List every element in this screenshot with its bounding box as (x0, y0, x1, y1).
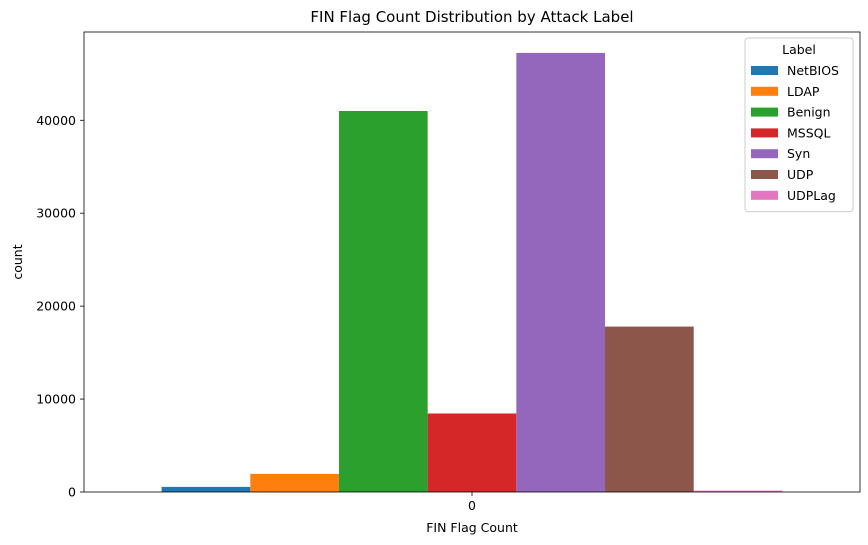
legend-title: Label (782, 42, 816, 57)
y-tick-label: 40000 (36, 113, 76, 128)
legend-swatch-benign (751, 107, 778, 117)
legend-label-udplag: UDPLag (787, 188, 836, 203)
y-axis: 0 10000 20000 30000 40000 (36, 113, 84, 500)
bar-benign (338, 110, 428, 492)
bar-ldap (250, 473, 339, 492)
legend-swatch-udp (751, 170, 778, 179)
bar-udp (605, 326, 694, 492)
legend-label-benign: Benign (787, 105, 831, 120)
bar-mssql (427, 413, 517, 492)
legend-label-netbios: NetBIOS (787, 63, 839, 78)
bar-syn (516, 52, 606, 493)
x-axis: 0 (468, 492, 476, 513)
legend-box (744, 37, 854, 213)
y-axis-label: count (10, 244, 25, 279)
bars-group (161, 52, 783, 493)
legend-swatch-syn (751, 149, 778, 159)
legend-label-ldap: LDAP (787, 84, 820, 99)
legend: Label NetBIOS LDAP Benign MSSQL Syn UDP UDPLag (744, 37, 854, 213)
legend-label-udp: UDP (787, 167, 814, 182)
chart-title: FIN Flag Count Distribution by Attack La… (310, 8, 633, 26)
legend-swatch-udplag (751, 190, 778, 200)
bar-netbios (161, 486, 251, 492)
y-tick-label: 30000 (36, 206, 76, 221)
y-tick-label: 20000 (36, 299, 76, 314)
legend-swatch-ldap (751, 86, 778, 96)
x-axis-label: FIN Flag Count (426, 520, 518, 535)
bar-udplag (693, 490, 783, 492)
y-tick-label: 0 (68, 485, 76, 500)
legend-swatch-mssql (751, 128, 778, 138)
legend-swatch-netbios (751, 66, 778, 75)
y-tick-label: 10000 (36, 392, 76, 407)
legend-label-mssql: MSSQL (787, 125, 830, 140)
x-tick-label: 0 (468, 498, 476, 513)
legend-label-syn: Syn (787, 146, 810, 161)
